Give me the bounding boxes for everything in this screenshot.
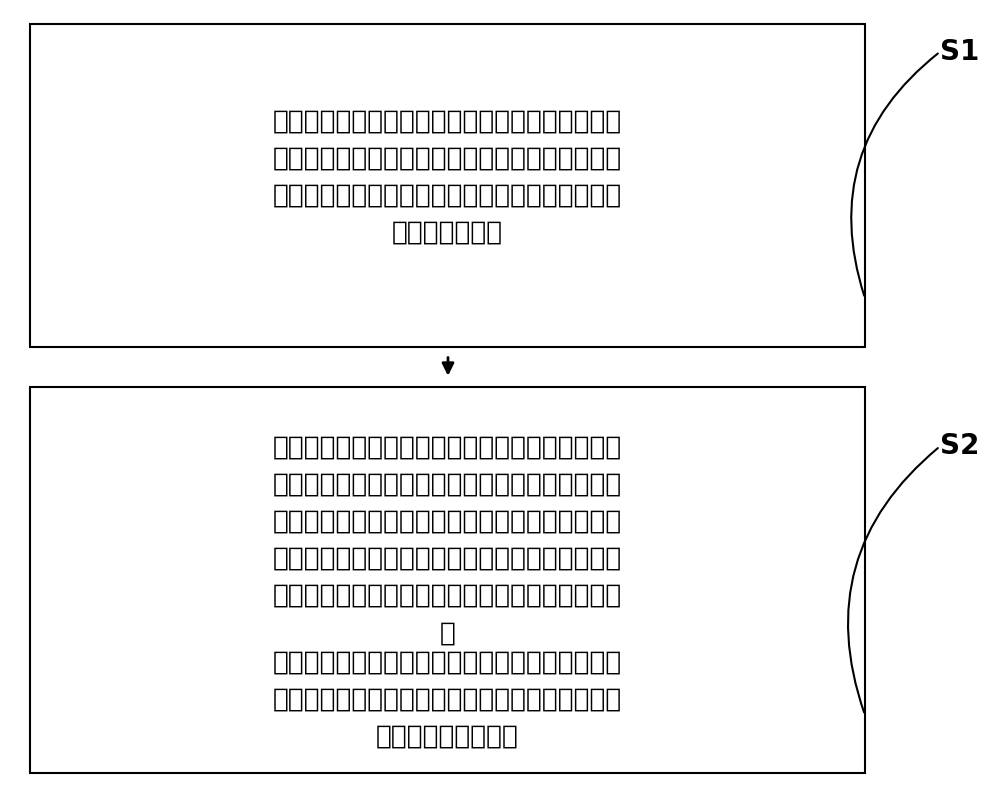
Text: 根据预设的网络规模和应用需求，选取一个规则的
多边形晶格物理拓扑；所述规则的多边形晶格物理
拓扑上的每个点对应一个光交换节点，每条边对应
一根或多根光纤: 根据预设的网络规模和应用需求，选取一个规则的 多边形晶格物理拓扑；所述规则的多边… — [273, 109, 622, 245]
Text: S1: S1 — [940, 37, 980, 66]
Text: ；: ； — [440, 621, 455, 646]
Text: 并根据波长路由算法，将所述随机图平面中的每一
条逻辑连接以波长连接的形式实现到所述规则的多
边形晶格物理拓扑中: 并根据波长路由算法，将所述随机图平面中的每一 条逻辑连接以波长连接的形式实现到所… — [273, 650, 622, 749]
Bar — [30, 387, 865, 773]
Text: 基于所述规则的多边形晶格物理拓扑，通过加入随
机边的方式进一步得到具有小世界特征的逻辑拓扑
；所述逻辑拓扑包括两个逻辑平面，第一逻辑平面
为与所述规则的多边形晶: 基于所述规则的多边形晶格物理拓扑，通过加入随 机边的方式进一步得到具有小世界特征… — [273, 434, 622, 608]
Bar — [30, 24, 865, 347]
Text: S2: S2 — [940, 432, 980, 461]
